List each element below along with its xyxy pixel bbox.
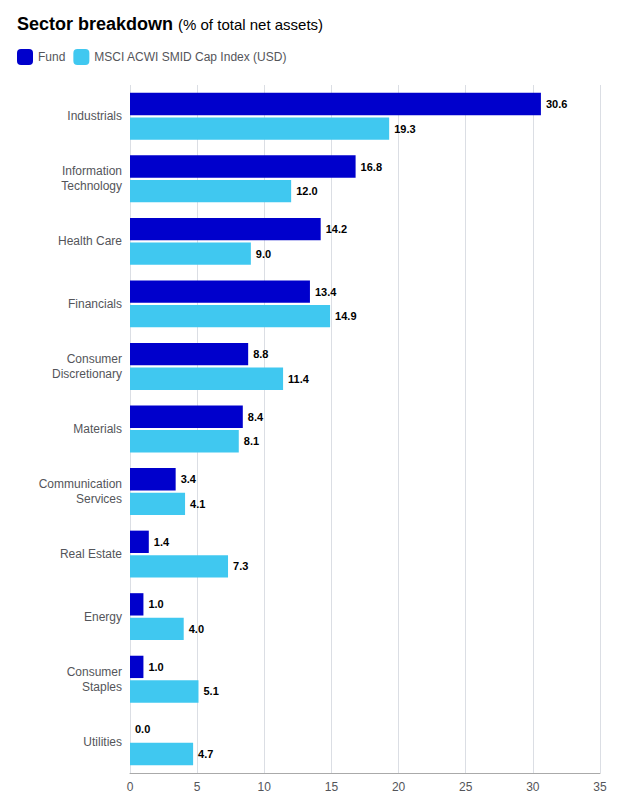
svg-text:35: 35 (593, 780, 607, 794)
svg-text:Energy: Energy (84, 610, 122, 624)
svg-text:15: 15 (325, 780, 339, 794)
svg-text:Technology: Technology (61, 179, 122, 193)
svg-text:12.0: 12.0 (296, 185, 317, 197)
svg-text:9.0: 9.0 (256, 248, 271, 260)
svg-text:Fund: Fund (38, 50, 65, 64)
svg-text:30.6: 30.6 (546, 98, 567, 110)
svg-text:1.0: 1.0 (148, 661, 163, 673)
svg-text:7.3: 7.3 (233, 560, 248, 572)
svg-text:1.4: 1.4 (154, 536, 170, 548)
svg-text:13.4: 13.4 (315, 286, 337, 298)
svg-text:(% of total net assets): (% of total net assets) (178, 16, 323, 33)
svg-text:14.2: 14.2 (326, 223, 347, 235)
svg-text:Consumer: Consumer (67, 665, 122, 679)
svg-text:4.7: 4.7 (198, 748, 213, 760)
svg-text:0.0: 0.0 (135, 723, 150, 735)
svg-text:Discretionary: Discretionary (52, 367, 122, 381)
svg-text:4.0: 4.0 (189, 623, 204, 635)
svg-text:Consumer: Consumer (67, 352, 122, 366)
svg-text:Real Estate: Real Estate (60, 547, 122, 561)
svg-text:25: 25 (459, 780, 473, 794)
svg-text:8.8: 8.8 (253, 348, 268, 360)
svg-text:Information: Information (62, 164, 122, 178)
svg-text:Financials: Financials (68, 297, 122, 311)
svg-text:3.4: 3.4 (181, 473, 197, 485)
svg-text:Communication: Communication (39, 477, 122, 491)
svg-text:Health Care: Health Care (58, 234, 122, 248)
svg-text:Industrials: Industrials (67, 109, 122, 123)
svg-text:Staples: Staples (82, 680, 122, 694)
svg-text:8.4: 8.4 (248, 411, 264, 423)
svg-text:Materials: Materials (73, 422, 122, 436)
svg-text:MSCI ACWI SMID Cap Index (USD): MSCI ACWI SMID Cap Index (USD) (94, 50, 286, 64)
svg-text:5.1: 5.1 (203, 685, 218, 697)
svg-text:4.1: 4.1 (190, 498, 205, 510)
svg-text:11.4: 11.4 (288, 373, 310, 385)
svg-text:Sector breakdown: Sector breakdown (17, 14, 173, 34)
svg-text:Utilities: Utilities (83, 735, 122, 749)
svg-text:8.1: 8.1 (244, 435, 259, 447)
svg-text:0: 0 (127, 780, 134, 794)
svg-text:30: 30 (526, 780, 540, 794)
svg-text:Services: Services (76, 492, 122, 506)
svg-text:14.9: 14.9 (335, 310, 356, 322)
svg-text:20: 20 (392, 780, 406, 794)
svg-text:1.0: 1.0 (148, 598, 163, 610)
svg-text:10: 10 (258, 780, 272, 794)
svg-text:5: 5 (194, 780, 201, 794)
svg-text:19.3: 19.3 (394, 123, 415, 135)
svg-text:16.8: 16.8 (361, 161, 382, 173)
